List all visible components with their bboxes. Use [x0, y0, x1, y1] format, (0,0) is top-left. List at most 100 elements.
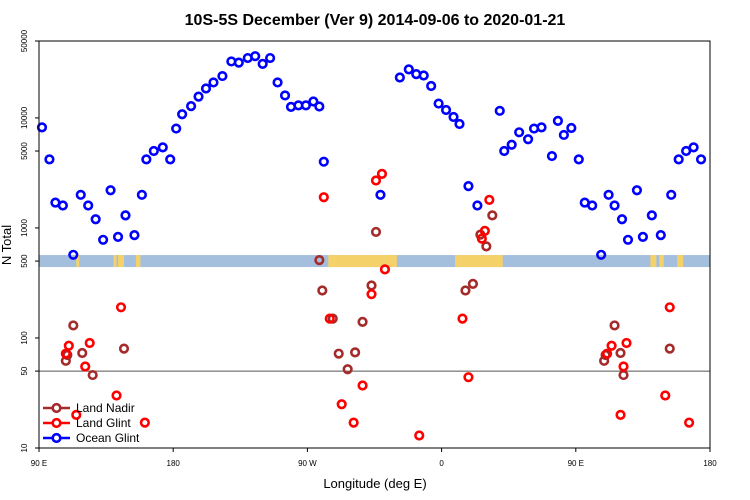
data-point [272, 77, 283, 88]
data-point [603, 189, 614, 200]
x-tick-label: 180 [703, 459, 717, 468]
data-point [300, 100, 312, 111]
data-point [177, 109, 188, 120]
data-point [314, 255, 325, 266]
data-point [414, 430, 425, 441]
land-mass [337, 255, 356, 268]
data-point [193, 91, 204, 102]
y-tick-label: 50 [20, 366, 29, 375]
data-point [36, 122, 48, 133]
data-point [348, 417, 359, 428]
data-point [233, 57, 244, 68]
x-axis-label: Longitude (deg E) [323, 476, 426, 491]
plot-frame [38, 40, 711, 449]
data-point [622, 234, 634, 245]
data-point [602, 348, 613, 359]
data-point [655, 230, 666, 241]
data-point [546, 150, 558, 162]
data-points [36, 51, 707, 441]
data-point [609, 200, 620, 211]
data-point [552, 115, 564, 126]
data-point [375, 189, 386, 200]
data-point [357, 380, 368, 391]
data-point [83, 200, 94, 211]
x-tick-label: 180 [167, 459, 181, 468]
data-point [403, 64, 414, 75]
y-tick-label: 5000 [20, 142, 29, 160]
data-point [621, 337, 632, 349]
data-point [376, 168, 388, 179]
data-point [148, 145, 159, 157]
data-point [71, 409, 82, 420]
data-point [664, 302, 675, 313]
data-point [136, 189, 147, 200]
legend-label: Land Nadir [76, 401, 135, 415]
data-point [606, 340, 617, 351]
legend-marker [51, 417, 62, 429]
land-mass [375, 255, 391, 268]
land-mass [475, 255, 497, 268]
data-point [80, 361, 91, 372]
data-point [573, 154, 584, 165]
data-point [522, 134, 534, 145]
land-mass [493, 255, 503, 268]
data-point [357, 316, 368, 327]
data-point [324, 313, 335, 324]
data-point [366, 289, 377, 300]
data-point [111, 390, 122, 401]
legend-item: Land Glint [43, 416, 131, 430]
data-point [165, 154, 176, 165]
data-point [105, 185, 116, 196]
data-point [87, 369, 98, 381]
data-point [609, 320, 620, 331]
x-tick-label: 90 E [568, 459, 584, 468]
land-mass [677, 255, 684, 268]
data-point [615, 347, 626, 359]
data-point [664, 343, 675, 354]
y-tick-label: 100 [20, 331, 29, 345]
data-point [472, 200, 483, 211]
data-point [499, 145, 510, 157]
data-point [336, 399, 347, 410]
land-mass [328, 255, 338, 268]
data-point [317, 285, 328, 296]
y-tick-label: 50000 [20, 29, 29, 52]
data-point [618, 361, 629, 372]
data-point [308, 96, 319, 107]
data-point [394, 72, 405, 83]
data-point [342, 364, 353, 375]
x-tick-label: 90 E [31, 459, 47, 468]
series-ocean-glint [36, 51, 707, 260]
data-point [98, 234, 109, 245]
data-point [129, 230, 140, 241]
data-point [460, 285, 471, 296]
data-point [448, 111, 459, 123]
data-point [257, 58, 268, 69]
data-point [681, 145, 692, 157]
data-point [596, 249, 607, 260]
data-point [479, 225, 490, 236]
data-point [506, 139, 517, 150]
data-point [279, 90, 291, 101]
data-point [536, 122, 547, 133]
land-mass [76, 255, 80, 268]
data-point [115, 302, 127, 313]
chart-title: 10S-5S December (Ver 9) 2014-09-06 to 20… [185, 12, 566, 29]
data-point [454, 118, 465, 130]
data-point [68, 249, 79, 260]
data-point [646, 210, 657, 221]
data-point [112, 231, 124, 242]
y-tick-label: 10000 [20, 106, 29, 129]
data-point [695, 154, 707, 165]
y-axis: 10 50 100 500 1000 5000 10000 50000 [20, 29, 39, 452]
legend-item: Land Nadir [43, 401, 135, 415]
y-axis-label: N Total [0, 225, 14, 265]
data-point [418, 70, 429, 81]
x-tick-label: 0 [439, 459, 444, 468]
x-tick-label: 90 W [298, 459, 317, 468]
y-tick-label: 500 [20, 254, 29, 268]
data-point [77, 347, 88, 359]
data-point [84, 337, 95, 349]
data-point [494, 105, 505, 116]
